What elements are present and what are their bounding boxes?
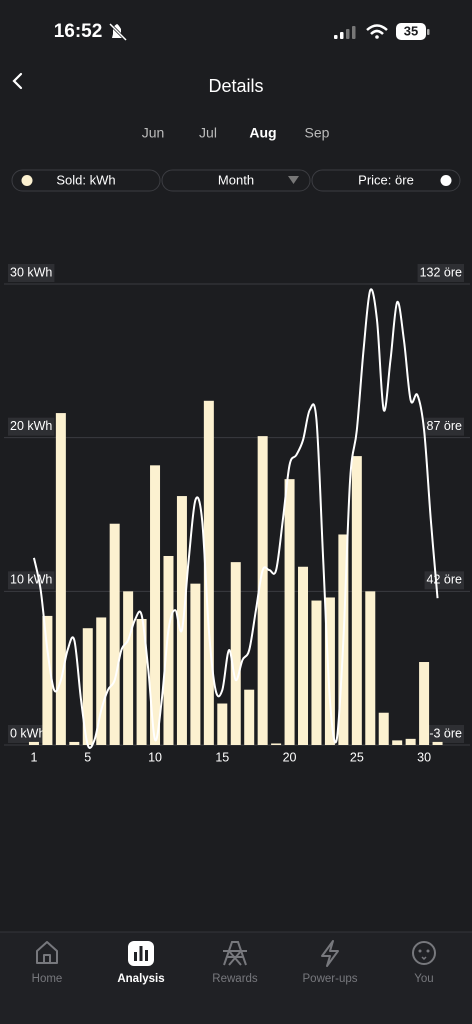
bar — [176, 496, 187, 745]
bar — [136, 618, 147, 745]
y-tick-bg — [8, 417, 55, 436]
x-tick-label: 25 — [350, 750, 364, 764]
y-tick-label: 10 kWh — [10, 573, 52, 587]
y2-tick-label: 42 öre — [427, 573, 462, 587]
price-dot — [440, 175, 452, 186]
bar — [271, 743, 282, 745]
price-line — [32, 288, 439, 749]
bar — [244, 689, 255, 745]
nav-label[interactable]: You — [414, 973, 433, 985]
bar — [378, 712, 389, 745]
battery-tip — [427, 29, 430, 35]
y-tick-bg — [8, 725, 48, 743]
y-tick-label: 0 kWh — [10, 726, 45, 740]
x-tick-label: 20 — [283, 750, 297, 764]
wifi-icon — [366, 24, 388, 39]
sold-dot — [21, 175, 33, 186]
page-title: Details — [208, 76, 263, 96]
signal-icon — [334, 26, 356, 39]
bar — [190, 583, 201, 745]
bar — [419, 662, 430, 745]
bar — [365, 591, 376, 745]
battery-icon — [396, 23, 426, 40]
bar — [311, 600, 322, 745]
nav-icon[interactable] — [321, 940, 339, 967]
y-tick-bg — [8, 264, 55, 282]
nav-icon[interactable] — [128, 941, 154, 966]
bar — [230, 562, 241, 745]
y-tick-label: 20 kWh — [10, 419, 52, 433]
bar — [82, 628, 93, 745]
status-time: 16:52 — [54, 21, 103, 42]
month-tab[interactable]: Jun — [142, 125, 165, 141]
nav-icon[interactable] — [223, 941, 247, 966]
battery-level: 35 — [404, 23, 418, 38]
bar — [42, 615, 53, 745]
bar — [163, 555, 174, 745]
sold-filter-label: Sold: kWh — [56, 172, 115, 187]
y2-tick-bg — [424, 571, 464, 590]
back-button[interactable] — [12, 72, 23, 90]
bar — [217, 703, 228, 745]
nav-icon[interactable] — [36, 941, 58, 964]
bar — [392, 740, 403, 745]
y2-tick-bg — [417, 264, 464, 282]
y2-tick-bg — [427, 725, 464, 743]
bar — [96, 617, 107, 745]
bar — [284, 479, 295, 745]
nav-label[interactable]: Rewards — [212, 973, 258, 985]
sold-filter[interactable] — [11, 169, 161, 192]
y2-tick-bg — [424, 417, 464, 436]
bar — [405, 738, 416, 745]
period-filter-label: Month — [218, 172, 254, 187]
y-tick-label: 30 kWh — [10, 265, 52, 279]
bar — [69, 741, 80, 745]
period-filter[interactable] — [161, 169, 311, 192]
bar — [432, 741, 443, 745]
x-tick-label: 15 — [215, 750, 229, 764]
bar — [351, 456, 362, 745]
y2-tick-label: 87 öre — [427, 419, 462, 433]
y2-tick-label: -3 öre — [429, 726, 462, 740]
nav-label[interactable]: Home — [32, 973, 63, 985]
price-filter[interactable] — [311, 169, 461, 192]
nav-icons — [36, 940, 436, 967]
month-tab[interactable]: Aug — [249, 125, 276, 141]
x-tick-label: 10 — [148, 750, 162, 764]
y2-tick-label: 132 öre — [420, 265, 462, 279]
bar — [109, 523, 120, 745]
y-tick-bg — [8, 571, 55, 590]
dropdown-arrow — [288, 176, 299, 184]
bar — [150, 465, 161, 745]
month-tab[interactable]: Sep — [305, 125, 330, 141]
nav-label[interactable]: Power-ups — [303, 973, 358, 985]
mute-icon — [108, 22, 128, 42]
x-tick-label: 5 — [84, 750, 91, 764]
x-tick-label: 30 — [417, 750, 431, 764]
nav-bar — [0, 932, 472, 1024]
month-tab[interactable]: Jul — [199, 125, 217, 141]
nav-icon[interactable] — [412, 941, 436, 965]
bar — [123, 591, 134, 745]
bar — [203, 400, 214, 745]
bar — [324, 597, 335, 745]
bar — [298, 566, 309, 745]
bar — [257, 436, 268, 745]
x-tick-label: 1 — [30, 750, 37, 764]
price-filter-label: Price: öre — [358, 172, 414, 187]
bar — [28, 741, 39, 745]
nav-label[interactable]: Analysis — [117, 973, 164, 985]
bar — [55, 413, 66, 745]
